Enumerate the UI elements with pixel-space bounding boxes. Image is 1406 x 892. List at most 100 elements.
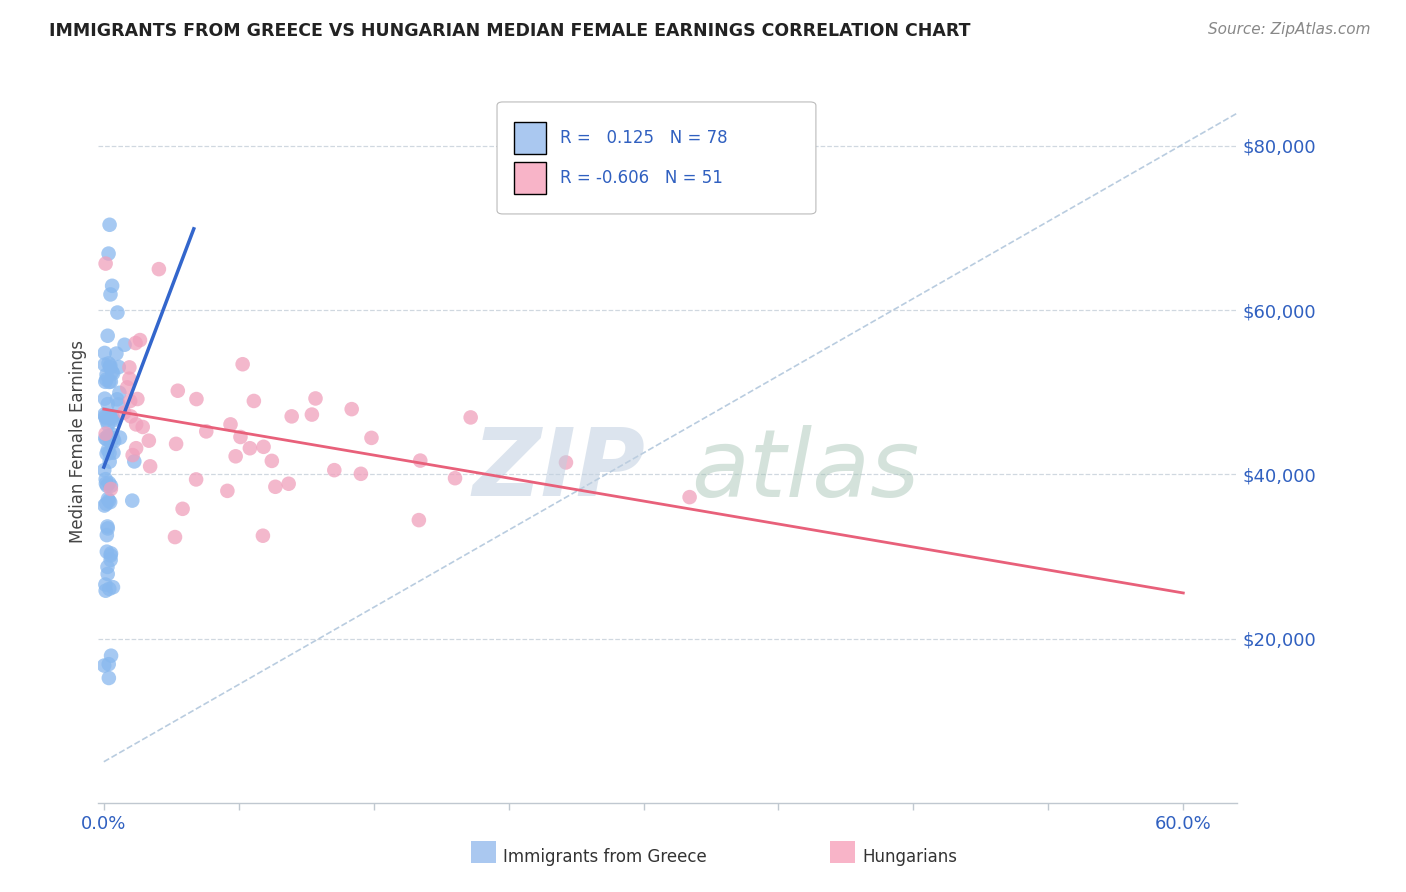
Point — [98, 359, 121, 373]
Text: R = -0.606   N = 51: R = -0.606 N = 51 — [560, 169, 723, 186]
Point — [97, 657, 120, 672]
Point — [98, 375, 121, 389]
Point — [280, 409, 302, 424]
Point — [120, 409, 142, 424]
Point — [304, 392, 326, 406]
Point — [252, 440, 274, 454]
Point — [101, 431, 124, 445]
Point — [108, 359, 131, 374]
Point — [96, 446, 118, 460]
Point — [94, 256, 117, 270]
Point — [148, 262, 170, 277]
Point — [101, 278, 124, 293]
Point — [100, 549, 122, 563]
Point — [186, 392, 208, 406]
Point — [129, 333, 152, 347]
Point — [124, 336, 146, 351]
Point — [94, 410, 117, 425]
Point — [103, 446, 125, 460]
Point — [98, 475, 121, 490]
Point — [96, 528, 118, 542]
Point — [97, 521, 120, 535]
Point — [98, 495, 121, 509]
Point — [229, 430, 252, 444]
Point — [100, 375, 122, 389]
FancyBboxPatch shape — [498, 102, 815, 214]
Text: Hungarians: Hungarians — [862, 848, 957, 866]
Point — [94, 472, 117, 486]
Point — [101, 580, 124, 594]
Point — [98, 359, 121, 374]
Point — [184, 472, 207, 486]
Point — [98, 218, 121, 232]
Point — [98, 582, 121, 596]
Point — [121, 493, 143, 508]
Point — [101, 413, 124, 427]
Point — [138, 434, 160, 448]
Point — [195, 425, 218, 439]
Point — [105, 346, 128, 360]
Point — [118, 372, 141, 386]
Point — [93, 658, 115, 673]
Point — [163, 530, 186, 544]
Point — [323, 463, 346, 477]
Point — [93, 392, 115, 406]
Point — [101, 427, 124, 442]
Point — [93, 346, 115, 360]
Point — [96, 479, 118, 493]
Point — [97, 397, 120, 411]
Point — [239, 442, 262, 456]
Point — [118, 360, 141, 375]
Point — [260, 454, 283, 468]
Point — [93, 463, 115, 477]
Point — [360, 431, 382, 445]
Point — [97, 328, 120, 343]
Point — [101, 365, 124, 379]
Point — [97, 442, 120, 457]
Point — [98, 455, 121, 469]
Point — [132, 420, 155, 434]
Text: R =   0.125   N = 78: R = 0.125 N = 78 — [560, 129, 727, 147]
Point — [94, 426, 117, 441]
Point — [96, 519, 118, 533]
Point — [97, 566, 120, 581]
Point — [94, 583, 117, 598]
Point — [93, 358, 115, 372]
Point — [243, 394, 266, 409]
Point — [94, 375, 117, 389]
Text: IMMIGRANTS FROM GREECE VS HUNGARIAN MEDIAN FEMALE EARNINGS CORRELATION CHART: IMMIGRANTS FROM GREECE VS HUNGARIAN MEDI… — [49, 22, 970, 40]
Point — [101, 409, 124, 424]
Point — [97, 429, 120, 443]
Point — [277, 476, 299, 491]
Point — [100, 648, 122, 663]
Point — [301, 408, 323, 422]
Point — [264, 480, 287, 494]
Point — [101, 367, 124, 381]
Point — [165, 437, 187, 451]
Point — [103, 434, 125, 448]
Point — [96, 544, 118, 558]
Point — [219, 417, 242, 432]
Point — [97, 491, 120, 506]
Text: Immigrants from Greece: Immigrants from Greece — [503, 848, 707, 866]
Point — [125, 417, 148, 432]
Point — [340, 402, 363, 417]
Point — [97, 671, 120, 685]
Text: Source: ZipAtlas.com: Source: ZipAtlas.com — [1208, 22, 1371, 37]
Point — [232, 357, 254, 371]
Point — [96, 432, 118, 446]
Point — [97, 417, 120, 432]
Point — [107, 305, 129, 319]
Point — [107, 397, 129, 411]
Point — [172, 501, 194, 516]
Point — [114, 337, 136, 351]
Point — [678, 490, 700, 504]
Text: atlas: atlas — [690, 425, 920, 516]
Point — [115, 380, 138, 394]
Point — [94, 577, 117, 591]
Point — [166, 384, 188, 398]
Point — [97, 493, 120, 508]
Point — [139, 459, 162, 474]
Point — [103, 411, 125, 425]
Point — [94, 476, 117, 491]
